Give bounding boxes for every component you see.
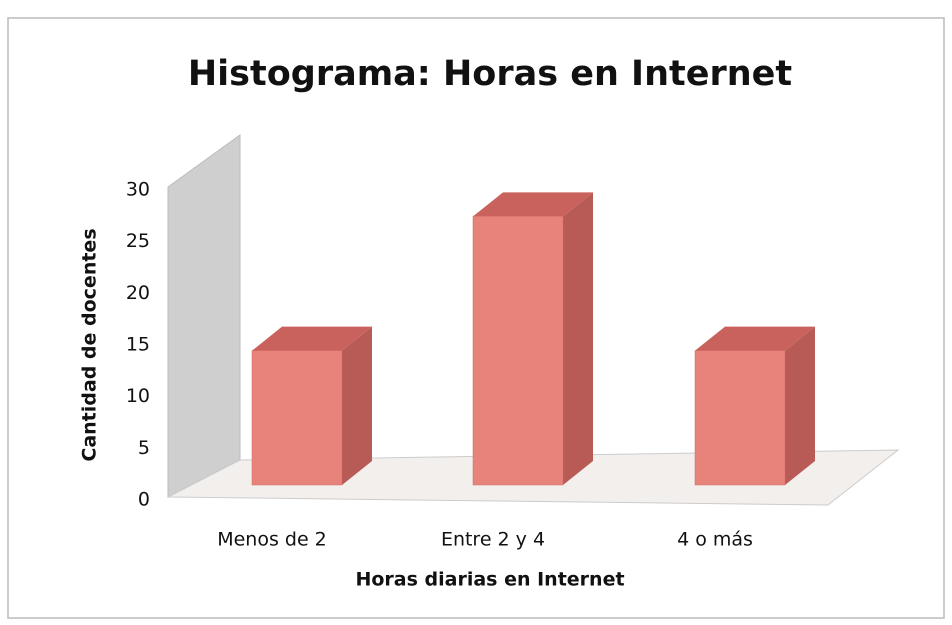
y-tick-label: 10 <box>126 385 150 407</box>
y-tick-label: 30 <box>126 179 150 201</box>
y-tick-label: 0 <box>138 489 150 511</box>
bar-side <box>785 326 815 485</box>
bar-side <box>342 326 372 485</box>
y-tick-label: 20 <box>126 282 150 304</box>
x-tick-label: Menos de 2 <box>217 529 327 551</box>
bar <box>251 350 343 486</box>
bar <box>472 216 564 486</box>
x-axis-label: Horas diarias en Internet <box>355 569 624 591</box>
bar-top <box>695 326 815 351</box>
bar-top <box>252 326 372 351</box>
x-tick-label: Entre 2 y 4 <box>441 529 545 551</box>
back-wall <box>167 134 241 498</box>
bar-top <box>473 192 593 217</box>
bar-side <box>563 192 593 486</box>
y-tick-label: 5 <box>138 437 150 459</box>
y-axis-label: Cantidad de docentes <box>79 228 101 461</box>
x-tick-label: 4 o más <box>677 529 753 551</box>
y-tick-label: 25 <box>126 230 150 252</box>
y-tick-label: 15 <box>126 334 150 356</box>
chart-title: Histograma: Horas en Internet <box>188 54 792 94</box>
bar <box>694 350 786 486</box>
